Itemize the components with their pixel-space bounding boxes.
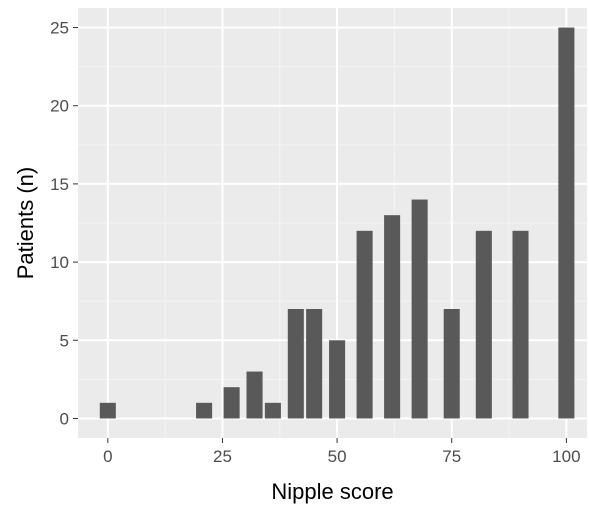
y-tick-label: 0	[60, 409, 69, 428]
y-tick-label: 10	[50, 253, 69, 272]
bar	[384, 215, 401, 419]
y-axis-title: Patients (n)	[13, 167, 38, 280]
x-tick-label: 75	[442, 447, 461, 466]
bar	[287, 309, 304, 419]
x-tick-label: 50	[328, 447, 347, 466]
bar	[512, 230, 529, 419]
x-axis-title: Nipple score	[271, 479, 393, 504]
x-tick-label: 0	[103, 447, 112, 466]
bar	[558, 27, 575, 419]
bar	[246, 371, 263, 419]
bar	[306, 309, 323, 419]
y-tick-label: 25	[50, 19, 69, 38]
y-tick-label: 20	[50, 97, 69, 116]
bar	[99, 402, 116, 419]
bar	[443, 309, 460, 419]
bar	[475, 230, 492, 419]
bar	[223, 387, 240, 419]
x-axis: 0 25 50 75 100	[103, 438, 581, 466]
y-tick-label: 5	[60, 331, 69, 350]
bar	[264, 402, 281, 419]
x-tick-label: 25	[213, 447, 232, 466]
bar	[411, 199, 428, 419]
bar	[196, 402, 213, 419]
y-axis: 0 5 10 15 20 25	[50, 19, 78, 428]
bar	[356, 230, 373, 419]
y-tick-label: 15	[50, 175, 69, 194]
bars	[99, 27, 575, 419]
x-tick-label: 100	[552, 447, 580, 466]
bar	[329, 340, 346, 419]
